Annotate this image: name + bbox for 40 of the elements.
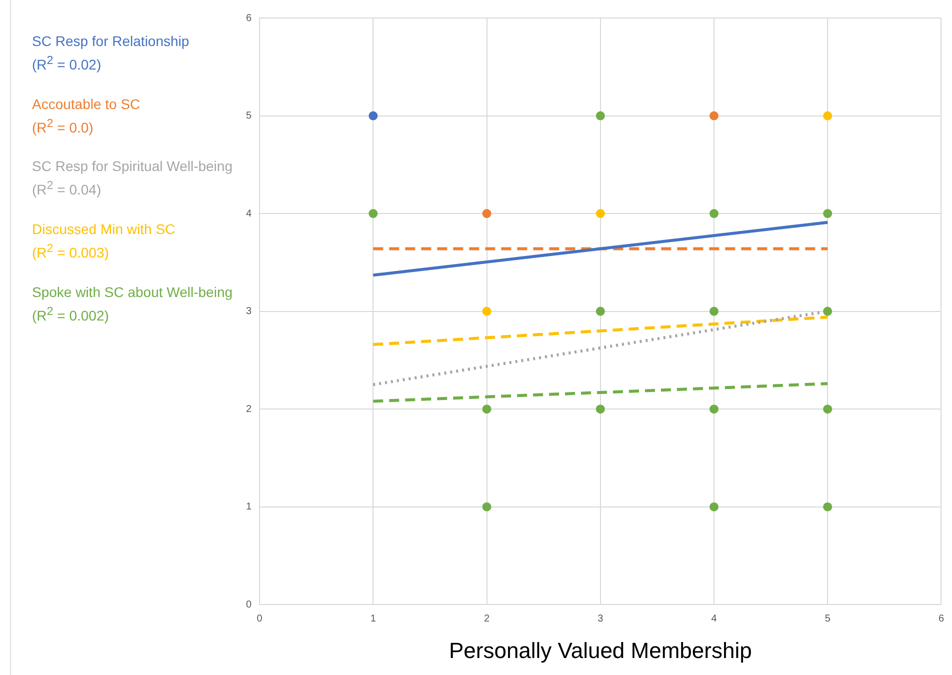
x-tick-label: 4	[711, 613, 718, 624]
point	[596, 209, 605, 218]
point	[823, 209, 832, 218]
text: SC Resp for Spiritual Well-being (R$^{2}$ = 0.04)	[32, 157, 234, 200]
point	[482, 404, 492, 414]
point	[596, 404, 605, 414]
point	[710, 209, 718, 218]
point	[823, 502, 832, 512]
point	[368, 209, 378, 218]
point	[482, 502, 492, 512]
x-axis-title: Personally Valued Membership	[448, 638, 752, 663]
point	[710, 306, 718, 316]
x-tick-label: 3	[598, 613, 604, 624]
x-tick-label: 5	[824, 613, 831, 624]
text: Discussed Min with SC (R$^{2}$ = 0.003)	[32, 220, 176, 263]
point	[710, 404, 718, 414]
point	[710, 502, 718, 512]
text: Spoke with SC about Well-being (R$^{2}$ = 0.002)	[32, 284, 233, 324]
point	[596, 306, 605, 316]
point	[710, 111, 718, 120]
x-tick-label: 6	[938, 613, 944, 624]
point	[823, 111, 832, 120]
point	[368, 111, 378, 120]
y-tick-label: 6	[246, 12, 252, 24]
text: SC Resp for Relationship (R$^{2}$ = 0.02)	[32, 32, 190, 75]
y-tick-label: 5	[246, 110, 252, 122]
point	[596, 111, 605, 120]
point	[823, 404, 832, 414]
y-tick-label: 3	[246, 306, 252, 318]
x-tick-label: 0	[256, 613, 263, 624]
y-tick-label: 0	[246, 599, 252, 610]
y-tick-label: 2	[246, 404, 252, 415]
y-tick-label: 1	[246, 502, 252, 513]
text: Accoutable to SC (R$^{2}$ = 0.0)	[32, 96, 140, 136]
x-tick-label: 1	[370, 613, 376, 624]
point	[823, 306, 832, 316]
point	[482, 306, 492, 316]
y-tick-label: 4	[246, 208, 252, 220]
point	[482, 209, 492, 218]
x-tick-label: 2	[484, 613, 490, 624]
